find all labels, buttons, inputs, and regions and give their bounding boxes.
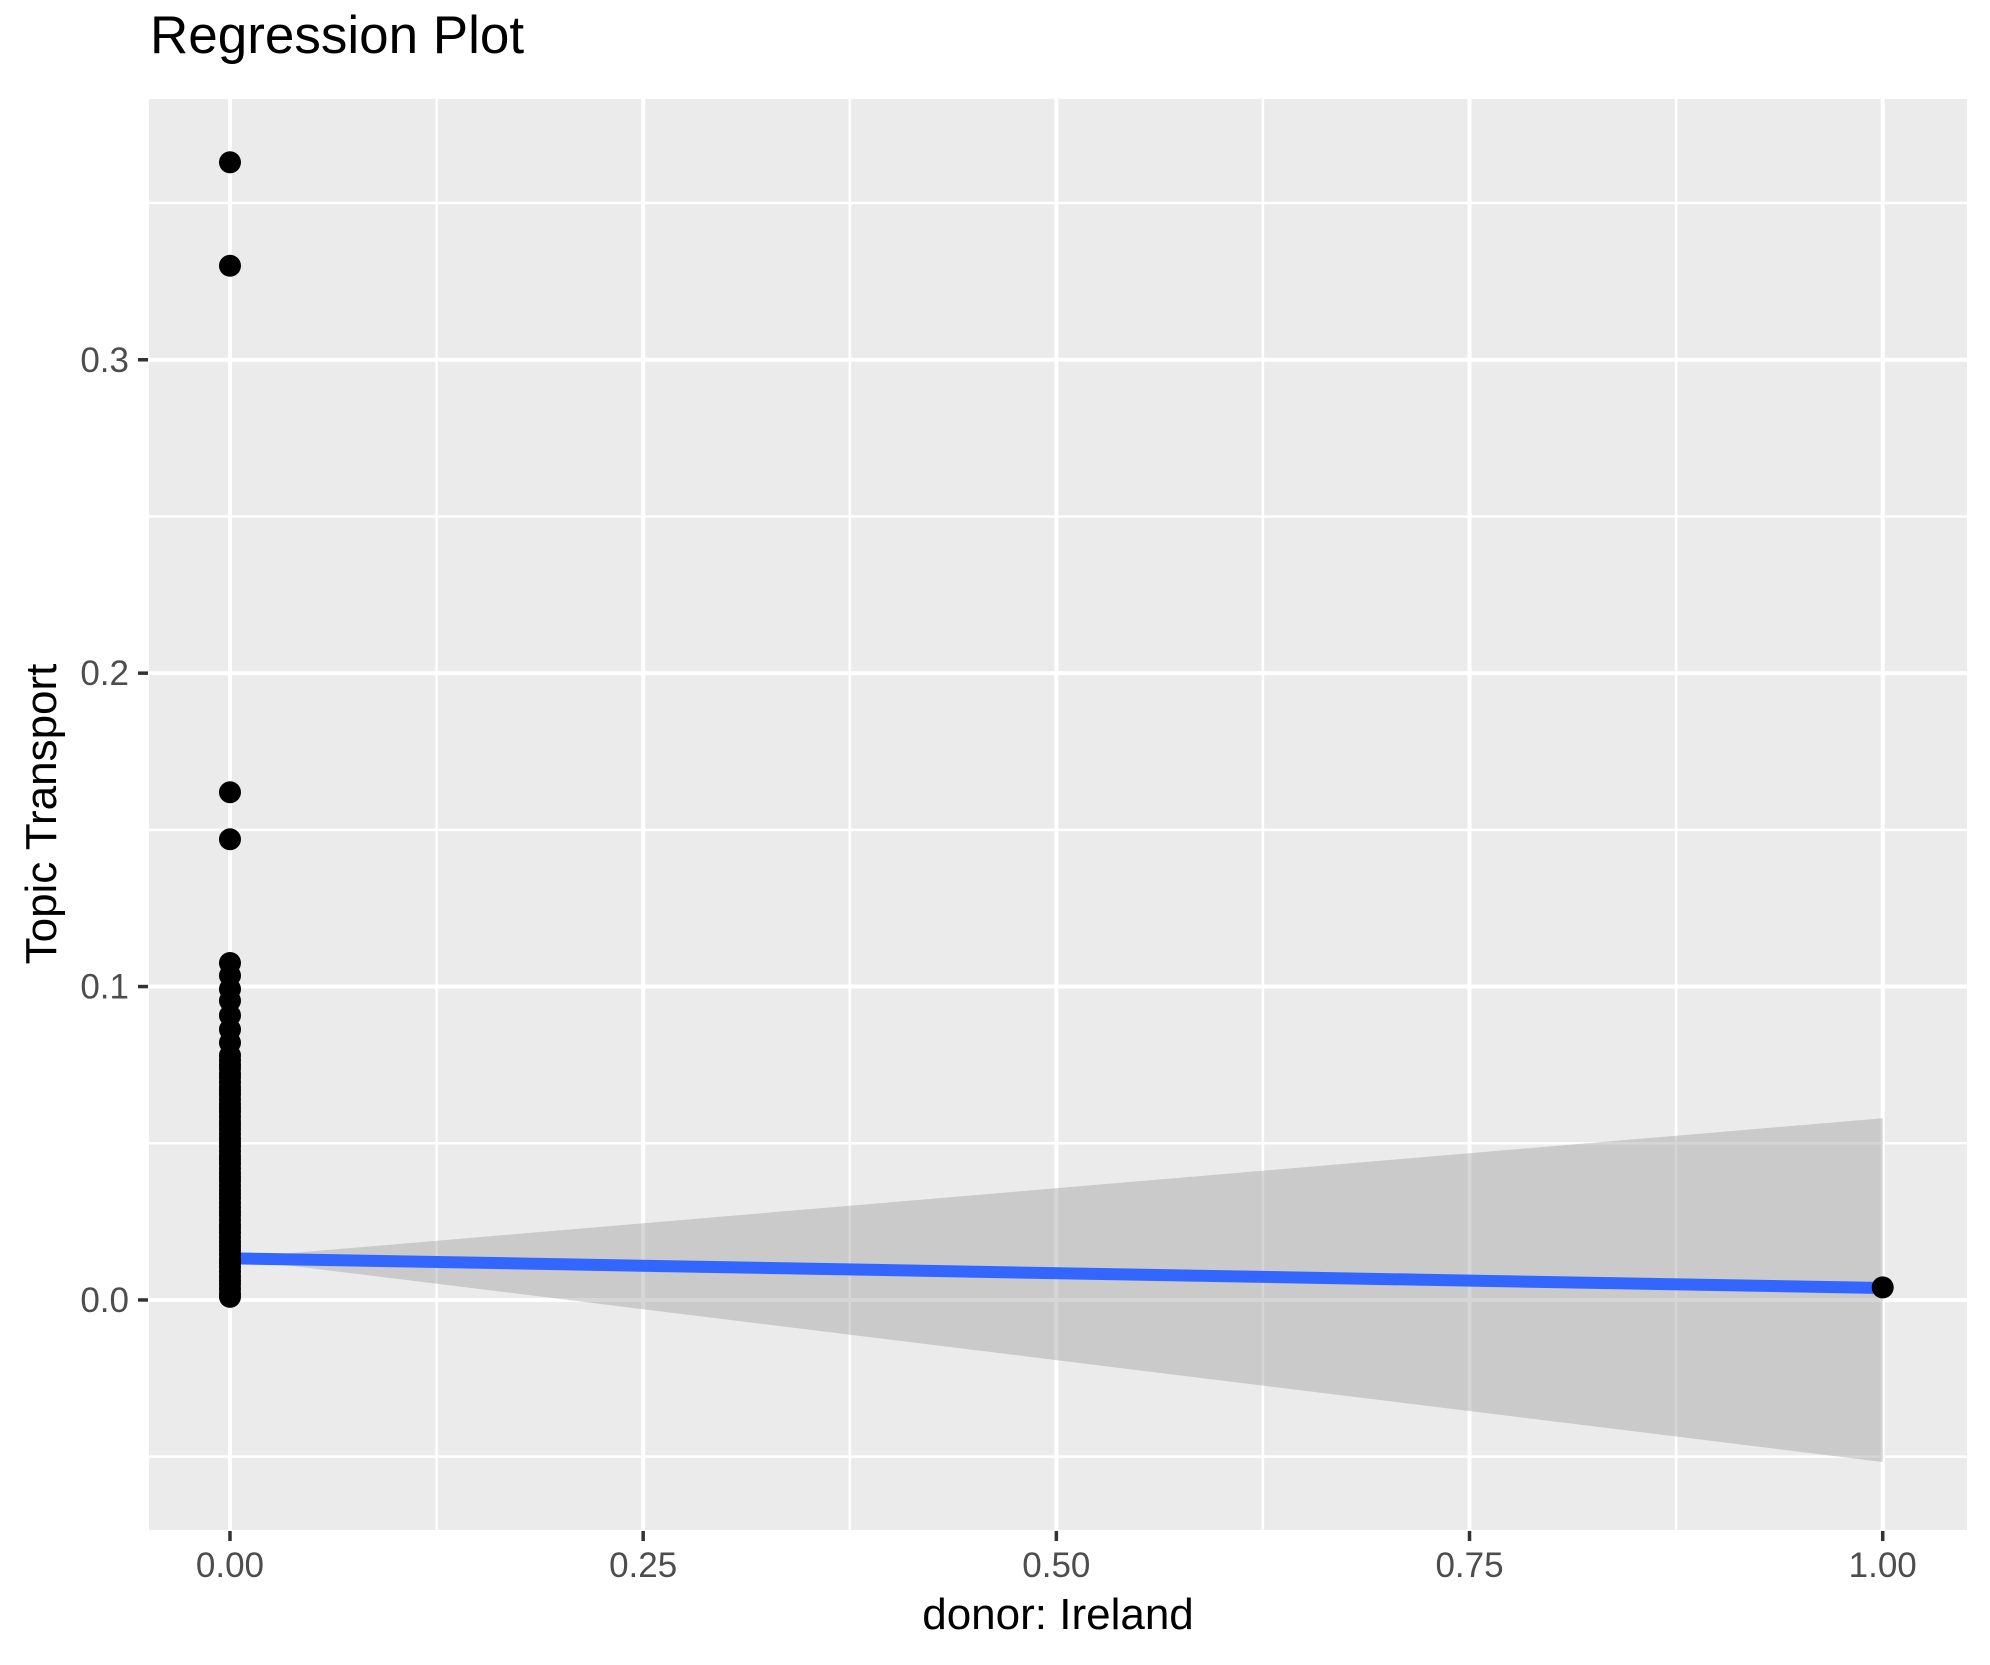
data-point (218, 254, 241, 277)
y-tick-label: 0.0 (80, 1281, 129, 1320)
x-tick-label: 1.00 (1849, 1546, 1917, 1585)
y-tick-label: 0.2 (80, 654, 129, 693)
x-tick-label: 0.75 (1435, 1546, 1503, 1585)
plot-title: Regression Plot (150, 6, 525, 65)
regression-line (229, 1252, 1883, 1295)
data-point (218, 828, 241, 851)
x-tick-label: 0.50 (1022, 1546, 1090, 1585)
plot-panel: 0.00 0.25 0.50 0.75 1.00 0.0 0.1 0.2 0.3 (80, 99, 1967, 1585)
data-point (218, 151, 241, 174)
x-tick-label: 0.25 (609, 1546, 677, 1585)
x-tick-label: 0.00 (196, 1546, 264, 1585)
y-tick-label: 0.1 (80, 968, 129, 1007)
data-point (1871, 1276, 1894, 1299)
data-point (218, 781, 241, 804)
data-point (218, 1285, 241, 1308)
confidence-band (229, 1118, 1883, 1462)
x-axis-title: donor: Ireland (922, 1590, 1194, 1639)
y-tick-label: 0.3 (80, 341, 129, 380)
